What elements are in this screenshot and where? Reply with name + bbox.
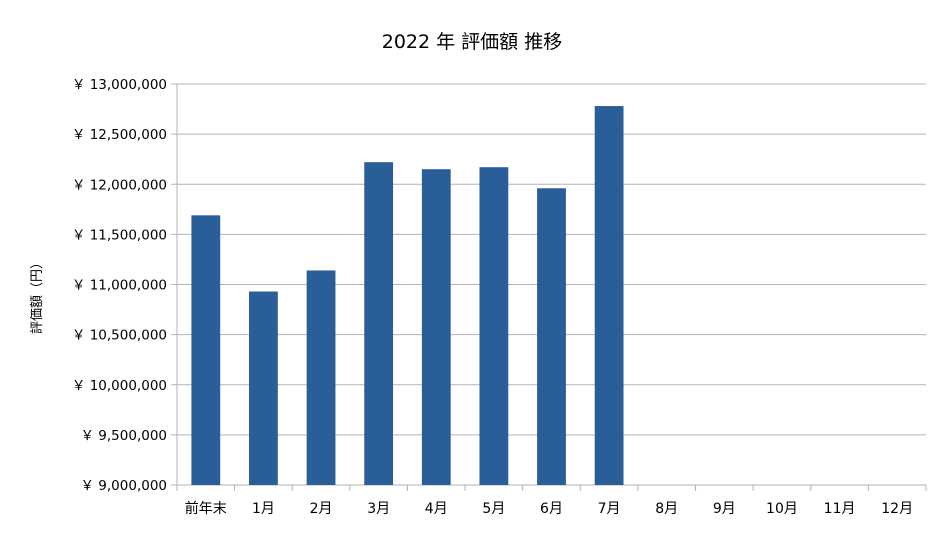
x-tick-label: 2月 xyxy=(310,501,333,517)
chart-title: 2022 年 評価額 推移 xyxy=(382,31,562,53)
bar xyxy=(306,270,336,485)
y-tick-labels: ￥ 9,000,000 ￥ 9,500,000 ￥ 10,000,000 ￥ 10,5… xyxy=(72,77,167,494)
y-tick-label: ￥ 12,500,000 xyxy=(72,127,167,143)
bar xyxy=(594,106,624,486)
bar xyxy=(364,162,394,485)
x-tick-label: 9月 xyxy=(713,501,736,517)
y-tick-label: ￥ 12,000,000 xyxy=(72,177,167,193)
x-tick-label: 1月 xyxy=(252,501,275,517)
y-tick-label: ￥ 9,500,000 xyxy=(81,428,168,444)
y-tick-label: ￥ 10,000,000 xyxy=(72,378,167,394)
y-tick-label: ￥ 9,000,000 xyxy=(81,478,168,494)
bar xyxy=(537,188,566,485)
y-axis-label: 評価額（円） xyxy=(30,256,45,334)
x-tick-label: 前年末 xyxy=(185,500,227,517)
bars xyxy=(191,106,624,486)
y-tick-label: ￥ 11,000,000 xyxy=(72,278,167,294)
y-tick-label: ￥ 10,500,000 xyxy=(72,328,167,344)
x-tick-label: 6月 xyxy=(540,501,563,517)
x-tick-label: 3月 xyxy=(367,501,390,517)
x-tick-label: 7月 xyxy=(598,501,621,517)
x-tick-label: 12月 xyxy=(881,501,913,517)
y-tick-label: ￥ 11,500,000 xyxy=(72,227,167,243)
bar xyxy=(421,169,451,485)
bar xyxy=(191,215,221,485)
x-tick-labels: 前年末 1月 2月 3月 4月 5月 6月 7月 8月 9月 10月 11月 12月 xyxy=(185,500,913,517)
x-tick-label: 8月 xyxy=(655,501,678,517)
x-tick-label: 11月 xyxy=(824,501,856,517)
y-tick-label: ￥ 13,000,000 xyxy=(72,77,167,93)
x-tick-label: 10月 xyxy=(766,501,798,517)
bar xyxy=(249,291,278,485)
bar xyxy=(479,167,509,485)
x-tick-label: 5月 xyxy=(482,501,505,517)
x-tick-label: 4月 xyxy=(425,501,448,517)
